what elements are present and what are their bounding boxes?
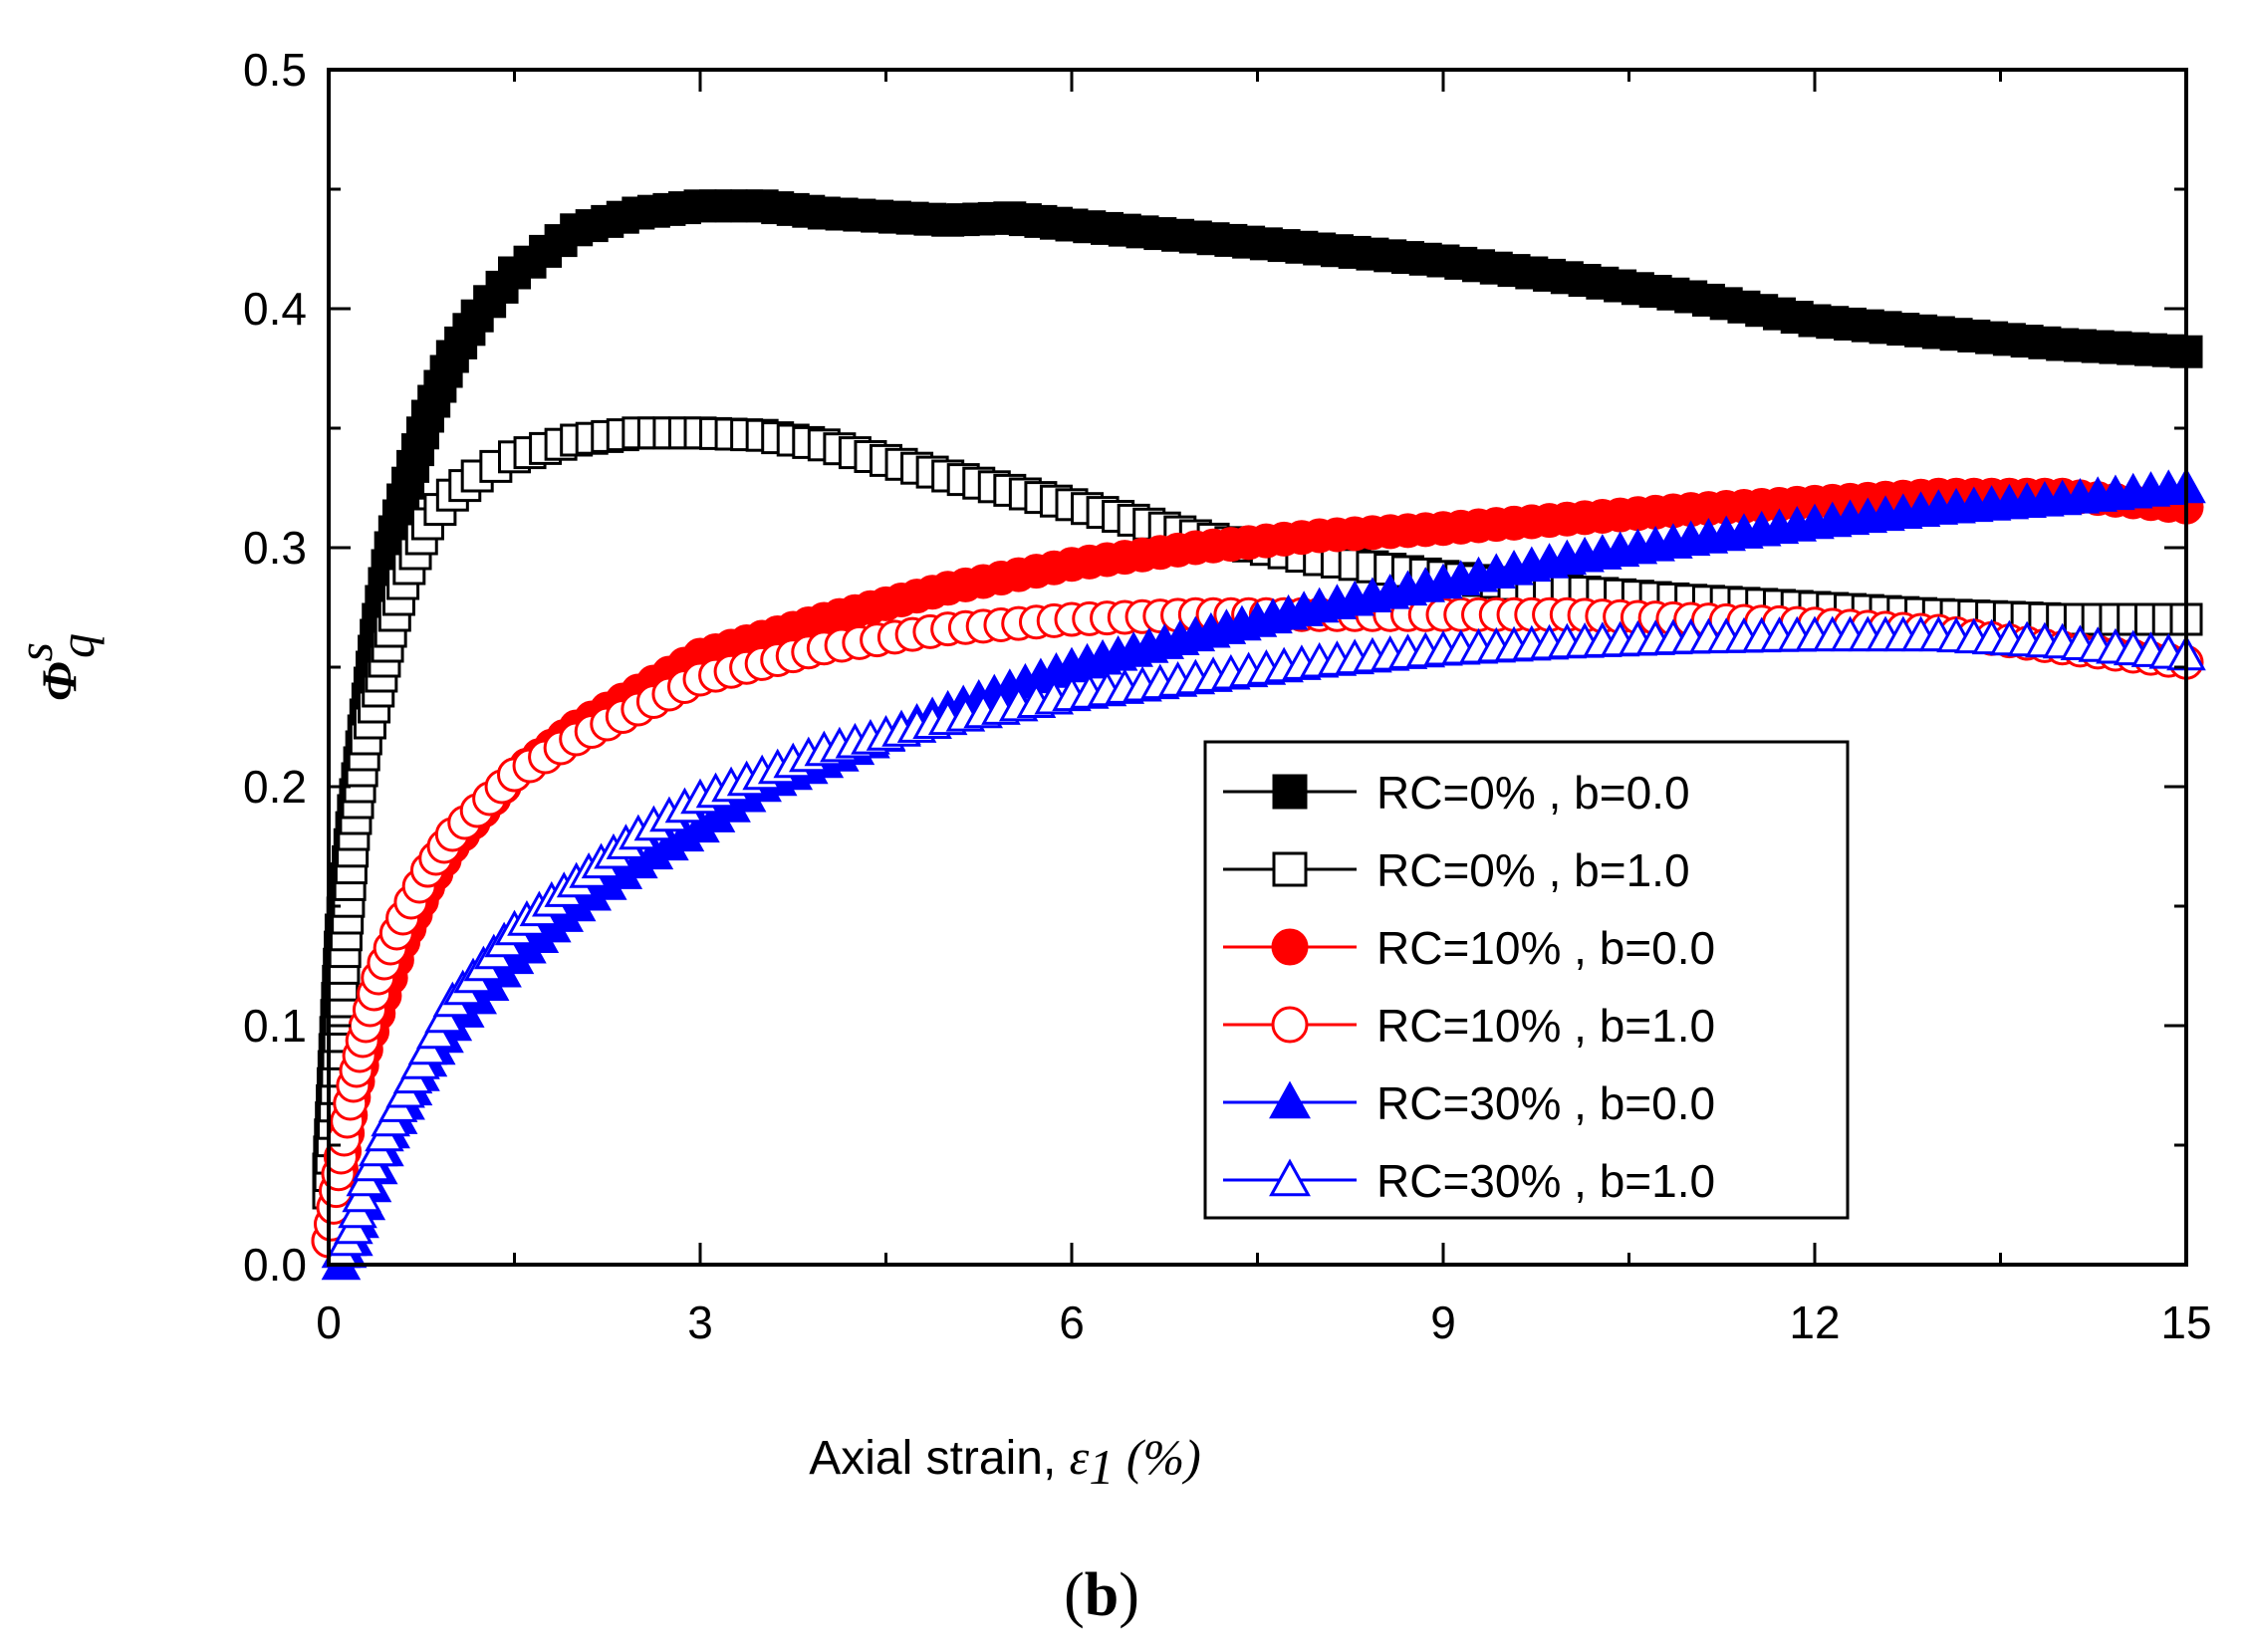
legend-item: RC=0% , b=0.0 [1223, 767, 1690, 819]
panel-label-close: ) [1119, 1561, 1139, 1629]
x-axis-title: Axial strain, ε1 (%) [809, 1429, 1201, 1495]
panel-label: (b) [1064, 1561, 1139, 1629]
y-axis-title-symbol: Φ [31, 662, 87, 701]
x-axis-title-subscript: 1 [1089, 1439, 1114, 1495]
legend-marker [1271, 1006, 1309, 1044]
legend-item: RC=30% , b=0.0 [1223, 1077, 1715, 1129]
x-tick-label: 12 [1789, 1297, 1840, 1348]
y-tick-label: 0.5 [243, 44, 307, 96]
legend: RC=0% , b=0.0 RC=0% , b=1.0 RC=10% , b=0.0… [1203, 740, 1850, 1220]
data-point [1303, 232, 1337, 266]
y-tick-label: 0.1 [243, 1000, 307, 1052]
legend-marker [1272, 774, 1308, 810]
legend-item: RC=30% , b=1.0 [1223, 1155, 1715, 1207]
y-axis-title: Φsq [7, 633, 105, 701]
y-tick-label: 0.3 [243, 522, 307, 574]
x-tick-label: 9 [1430, 1297, 1456, 1348]
y-axis-title-subscript: q [49, 633, 105, 658]
x-tick-label: 6 [1059, 1297, 1085, 1348]
legend-marker [1269, 1158, 1311, 1197]
x-tick-label: 0 [316, 1297, 342, 1348]
series-6 [321, 615, 2206, 1269]
legend-item: RC=10% , b=1.0 [1223, 1000, 1715, 1052]
legend-label: RC=30% , b=0.0 [1376, 1077, 1715, 1129]
legend-item: RC=0% , b=1.0 [1223, 844, 1690, 896]
panel-label-open: ( [1064, 1561, 1085, 1629]
y-tick-label: 0.4 [243, 283, 307, 335]
legend-box [1203, 740, 1850, 1220]
y-tick-label: 0.0 [243, 1239, 307, 1291]
legend-marker [1269, 1080, 1311, 1119]
legend-label: RC=0% , b=1.0 [1376, 844, 1690, 896]
x-axis-title-symbol: ε [1070, 1429, 1090, 1485]
legend-marker [1271, 928, 1309, 966]
series-layer [311, 189, 2206, 1281]
x-tick-label: 15 [2160, 1297, 2211, 1348]
y-tick-label: 0.2 [243, 761, 307, 813]
x-tick-label: 3 [687, 1297, 713, 1348]
x-axis-title-text: Axial strain, [809, 1432, 1069, 1485]
legend-items: RC=0% , b=0.0 RC=0% , b=1.0 RC=10% , b=0.0… [1223, 767, 1715, 1207]
legend-label: RC=30% , b=1.0 [1376, 1155, 1715, 1207]
y-axis-title-superscript: s [7, 642, 63, 661]
panel-label-letter: b [1085, 1561, 1119, 1629]
legend-label: RC=0% , b=0.0 [1376, 767, 1690, 819]
legend-marker [1272, 851, 1308, 887]
svg-text:Φsq: Φsq [7, 633, 105, 701]
legend-item: RC=10% , b=0.0 [1223, 922, 1715, 974]
x-axis-title-unit: (%) [1114, 1429, 1200, 1485]
legend-label: RC=10% , b=0.0 [1376, 922, 1715, 974]
axis-ticks: 0 3 6 9 12 15 0.0 0.1 0.2 0.3 0.4 0.5 [243, 44, 2212, 1348]
legend-label: RC=10% , b=1.0 [1376, 1000, 1715, 1052]
